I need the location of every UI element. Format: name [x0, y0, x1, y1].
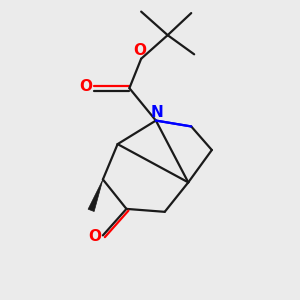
Polygon shape: [88, 179, 103, 212]
Text: O: O: [79, 79, 92, 94]
Text: N: N: [151, 105, 164, 120]
Text: O: O: [88, 230, 101, 244]
Text: O: O: [133, 43, 146, 58]
